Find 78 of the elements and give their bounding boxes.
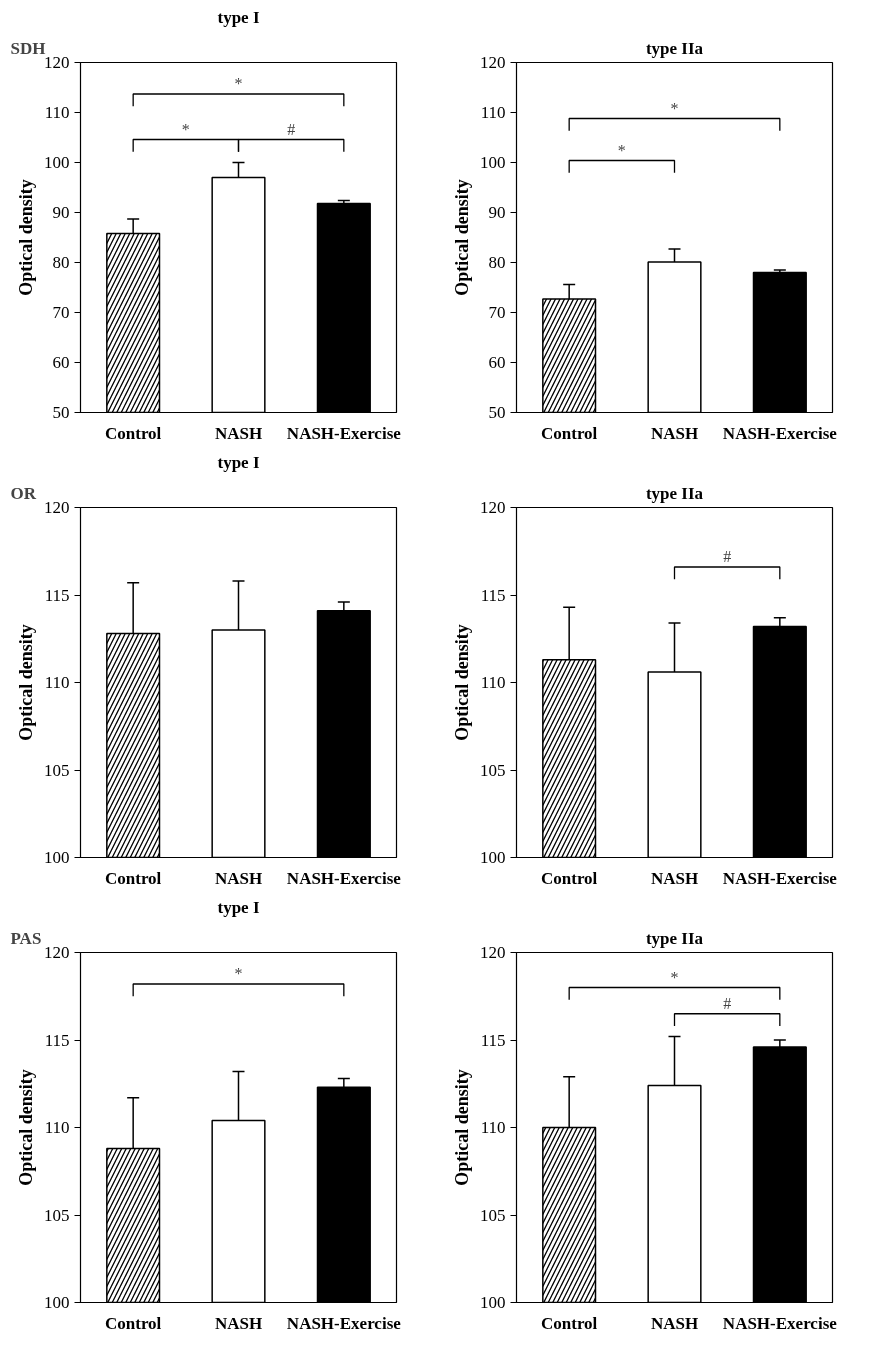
y-axis-title: Optical density [16, 1069, 36, 1186]
y-tick-label: 120 [44, 53, 70, 72]
x-tick-label: NASH-Exercise [722, 423, 838, 443]
y-tick-label: 105 [44, 760, 70, 780]
x-tick-label: NASH-Exercise [286, 868, 402, 888]
y-tick-label: 110 [480, 103, 506, 122]
x-tick-label: NASH [650, 868, 699, 888]
chart-title: type I [217, 897, 260, 917]
x-tick-label: NASH-Exercise [286, 1313, 402, 1333]
annotation: * [670, 99, 679, 117]
x-tick-label: Control [540, 868, 598, 888]
annotation: # [287, 120, 296, 138]
y-tick-label: 110 [44, 1118, 70, 1137]
y-tick-label: 80 [488, 253, 506, 272]
x-tick-label: Control [540, 423, 598, 443]
y-tick-label: 115 [480, 585, 506, 605]
y-tick-label: 115 [44, 585, 70, 605]
y-tick-label: 100 [44, 1293, 70, 1312]
chart-title: type IIa [645, 928, 704, 948]
x-tick-label: NASH [214, 423, 263, 443]
chart-title: type IIa [645, 483, 704, 503]
text: SDH [10, 38, 46, 58]
text: PAS [10, 928, 42, 948]
y-axis-title: Optical density [452, 624, 472, 741]
y-tick-label: 115 [480, 1030, 506, 1050]
y-tick-label: 110 [480, 1118, 506, 1137]
annotation: * [670, 968, 679, 986]
x-tick-label: Control [104, 1313, 162, 1333]
y-axis-title: Optical density [16, 624, 36, 741]
y-tick-label: 80 [52, 253, 70, 272]
chart-title: type I [217, 452, 260, 472]
chart-title: type IIa [645, 38, 704, 58]
text: OR [10, 483, 37, 503]
x-tick-label: NASH-Exercise [722, 1313, 838, 1333]
y-tick-label: 105 [480, 760, 506, 780]
y-tick-label: 100 [44, 848, 70, 867]
chart-title: type I [217, 7, 260, 27]
y-axis-title: Optical density [452, 179, 472, 296]
x-tick-label: NASH [650, 423, 699, 443]
annotation: * [181, 120, 190, 138]
y-tick-label: 100 [480, 153, 506, 172]
y-tick-label: 110 [480, 673, 506, 692]
annotation: * [617, 141, 626, 159]
annotation: * [234, 965, 243, 983]
x-tick-label: NASH [214, 868, 263, 888]
y-tick-label: 70 [52, 303, 70, 322]
x-tick-label: NASH-Exercise [722, 868, 838, 888]
y-tick-label: 115 [44, 1030, 70, 1050]
annotation: * [234, 75, 243, 93]
y-tick-label: 120 [480, 53, 506, 72]
y-tick-label: 120 [480, 943, 506, 962]
x-tick-label: Control [104, 868, 162, 888]
y-tick-label: 110 [44, 103, 70, 122]
y-tick-label: 60 [488, 353, 506, 372]
y-tick-label: 100 [44, 153, 70, 172]
y-tick-label: 50 [488, 403, 506, 422]
x-tick-label: NASH [650, 1313, 699, 1333]
y-tick-label: 120 [480, 498, 506, 517]
y-tick-label: 105 [44, 1205, 70, 1225]
y-tick-label: 60 [52, 353, 70, 372]
y-tick-label: 100 [480, 848, 506, 867]
x-tick-label: NASH-Exercise [286, 423, 402, 443]
x-tick-label: Control [104, 423, 162, 443]
x-tick-label: NASH [214, 1313, 263, 1333]
y-tick-label: 70 [488, 303, 506, 322]
y-axis-title: Optical density [16, 179, 36, 296]
annotation: # [723, 995, 732, 1012]
y-tick-label: 90 [488, 203, 506, 222]
y-tick-label: 50 [52, 403, 70, 422]
y-tick-label: 105 [480, 1205, 506, 1225]
y-tick-label: 90 [52, 203, 70, 222]
y-tick-label: 110 [44, 673, 70, 692]
y-axis-title: Optical density [452, 1069, 472, 1186]
annotation: # [723, 548, 732, 566]
y-tick-label: 100 [480, 1293, 506, 1312]
y-tick-label: 120 [44, 943, 70, 962]
y-tick-label: 120 [44, 498, 70, 517]
x-tick-label: Control [540, 1313, 598, 1333]
